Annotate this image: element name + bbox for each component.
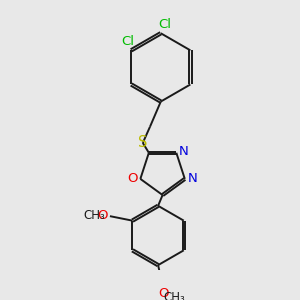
- Text: Cl: Cl: [121, 34, 134, 48]
- Text: S: S: [138, 135, 148, 150]
- Text: O: O: [158, 287, 169, 300]
- Text: N: N: [179, 146, 189, 158]
- Text: N: N: [188, 172, 197, 185]
- Text: CH₃: CH₃: [83, 209, 105, 222]
- Text: CH₃: CH₃: [164, 291, 185, 300]
- Text: O: O: [127, 172, 138, 185]
- Text: O: O: [98, 209, 108, 222]
- Text: Cl: Cl: [158, 18, 171, 31]
